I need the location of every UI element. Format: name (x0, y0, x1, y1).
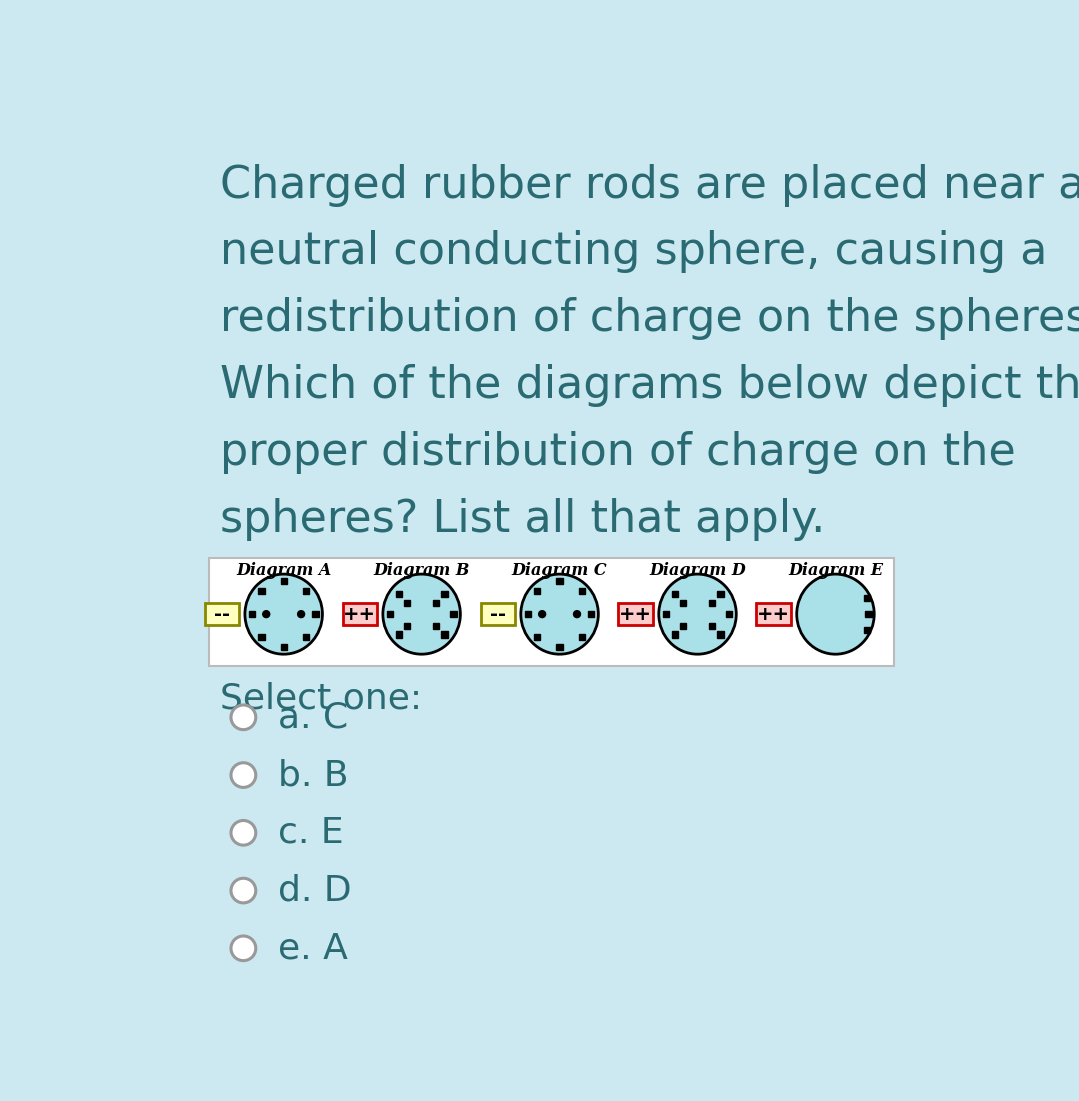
Circle shape (231, 936, 256, 961)
Text: Diagram D: Diagram D (650, 562, 746, 579)
Ellipse shape (796, 574, 874, 654)
Bar (258, 588, 264, 595)
Text: e. A: e. A (278, 931, 349, 966)
Bar (671, 591, 678, 597)
Bar (680, 600, 686, 606)
Bar (258, 634, 264, 640)
Bar (718, 631, 724, 637)
Text: ++: ++ (757, 604, 790, 623)
Bar (578, 634, 585, 640)
Circle shape (231, 879, 256, 903)
Bar (524, 611, 531, 618)
Bar (249, 611, 255, 618)
Text: ++: ++ (619, 604, 652, 623)
Text: --: -- (214, 604, 230, 623)
Text: Charged rubber rods are placed near a
neutral conducting sphere, causing a
redis: Charged rubber rods are placed near a ne… (220, 164, 1079, 541)
Circle shape (263, 611, 270, 618)
Bar (709, 600, 715, 606)
Bar (450, 611, 456, 618)
Circle shape (231, 763, 256, 787)
Bar (433, 600, 439, 606)
Bar (405, 600, 410, 606)
Bar (557, 644, 562, 650)
Ellipse shape (659, 574, 736, 654)
Text: Diagram A: Diagram A (236, 562, 331, 579)
Bar (578, 588, 585, 595)
Text: c. E: c. E (278, 816, 344, 850)
Bar (534, 588, 541, 595)
Bar (281, 578, 287, 585)
FancyBboxPatch shape (205, 603, 238, 625)
Bar (865, 611, 872, 618)
Circle shape (231, 705, 256, 730)
Bar (671, 631, 678, 637)
Bar (396, 631, 401, 637)
Bar (312, 611, 318, 618)
Text: --: -- (490, 604, 506, 623)
Bar (588, 611, 595, 618)
Bar (864, 595, 871, 601)
Bar (534, 634, 541, 640)
Bar (557, 578, 562, 585)
Text: b. B: b. B (278, 759, 349, 792)
Text: Diagram C: Diagram C (511, 562, 607, 579)
FancyBboxPatch shape (480, 603, 515, 625)
Bar (663, 611, 669, 618)
Bar (718, 591, 724, 597)
FancyBboxPatch shape (618, 603, 653, 625)
Bar (726, 611, 733, 618)
Bar (864, 628, 871, 633)
Bar (303, 588, 309, 595)
Text: ++: ++ (343, 604, 377, 623)
Bar (441, 591, 448, 597)
Ellipse shape (383, 574, 461, 654)
Circle shape (231, 820, 256, 846)
Text: Select one:: Select one: (220, 682, 422, 716)
FancyBboxPatch shape (756, 603, 791, 625)
Bar (433, 622, 439, 629)
Text: a. C: a. C (278, 700, 349, 734)
Circle shape (298, 611, 304, 618)
Circle shape (574, 611, 581, 618)
Text: d. D: d. D (278, 873, 352, 907)
Ellipse shape (521, 574, 599, 654)
FancyBboxPatch shape (342, 603, 377, 625)
Bar (441, 631, 448, 637)
Bar (405, 622, 410, 629)
Ellipse shape (245, 574, 323, 654)
Bar (680, 622, 686, 629)
Bar (709, 622, 715, 629)
Text: Diagram B: Diagram B (373, 562, 469, 579)
FancyBboxPatch shape (208, 558, 894, 666)
Bar (281, 644, 287, 650)
Bar (396, 591, 401, 597)
Bar (386, 611, 393, 618)
Bar (303, 634, 309, 640)
Circle shape (538, 611, 546, 618)
Text: Diagram E: Diagram E (788, 562, 883, 579)
